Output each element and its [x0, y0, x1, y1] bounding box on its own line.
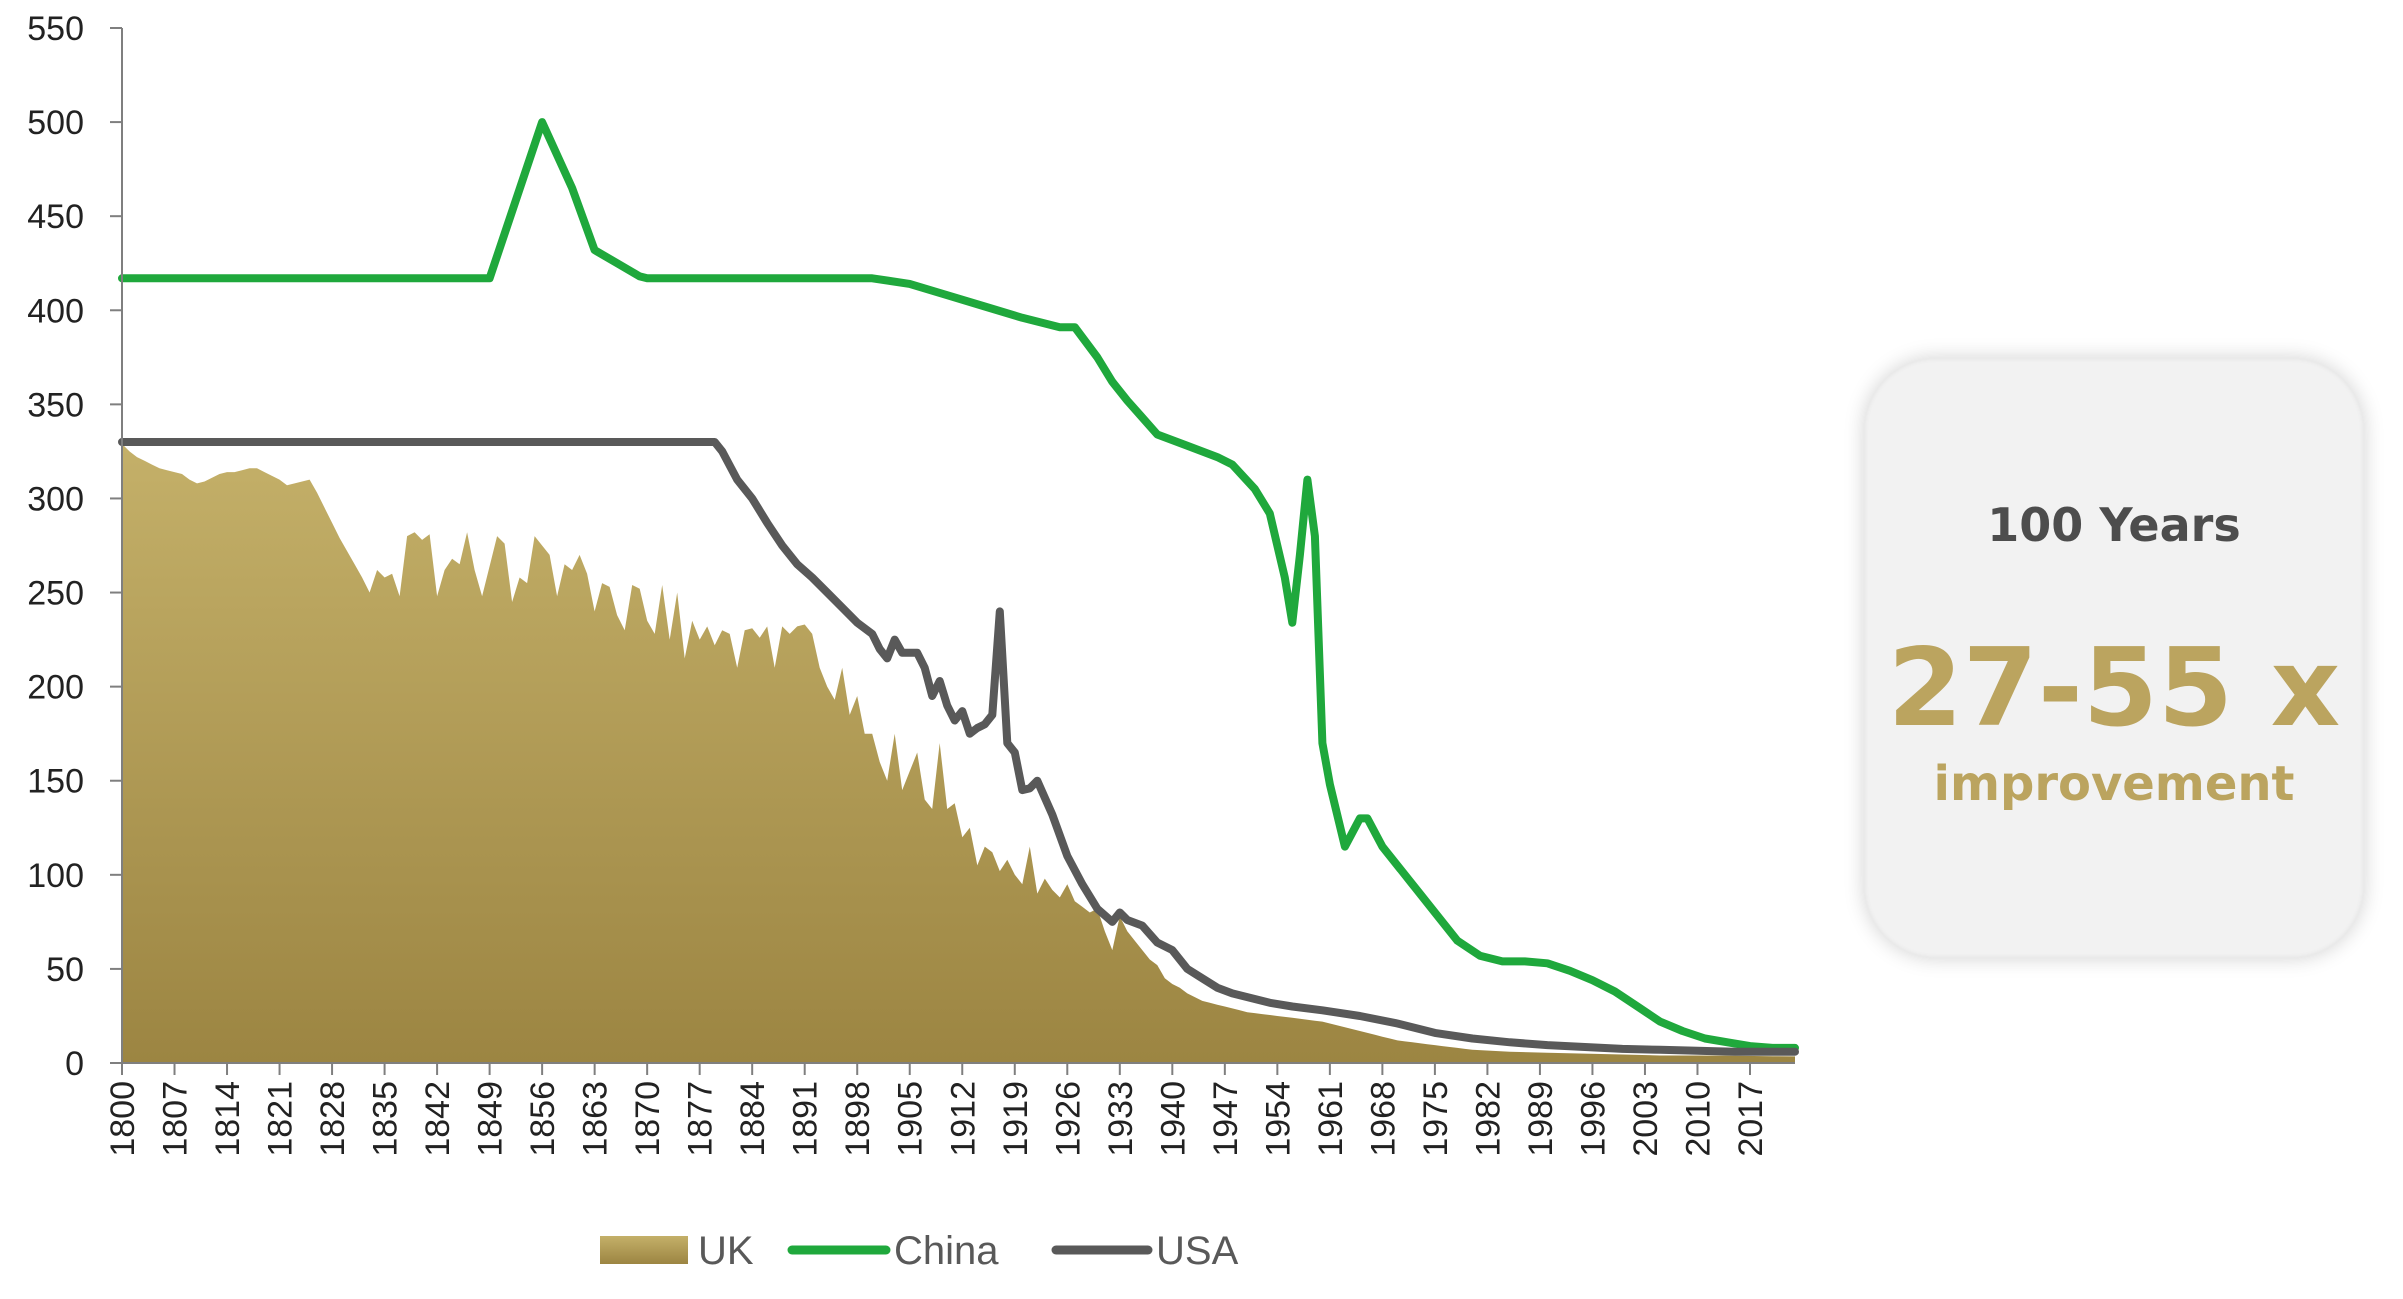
x-tick-label: 1800 [104, 1081, 142, 1157]
x-tick-label: 1842 [419, 1081, 457, 1157]
y-tick-label: 0 [65, 1045, 84, 1083]
x-tick-label: 2017 [1732, 1081, 1770, 1157]
y-tick-label: 350 [27, 386, 84, 424]
x-tick-label: 1982 [1469, 1081, 1507, 1157]
x-tick-label: 1968 [1364, 1081, 1402, 1157]
x-tick-label: 1856 [524, 1081, 562, 1157]
series-area-uk [122, 443, 1795, 1063]
y-tick-label: 200 [27, 669, 84, 707]
x-tick-label: 1835 [367, 1081, 405, 1157]
x-tick-label: 1828 [314, 1081, 352, 1157]
x-tick-label: 1870 [629, 1081, 667, 1157]
x-tick-label: 1926 [1049, 1081, 1087, 1157]
x-tick-label: 1940 [1154, 1081, 1192, 1157]
x-tick-label: 2010 [1679, 1081, 1717, 1157]
x-tick-label: 1996 [1574, 1081, 1612, 1157]
x-tick-label: 1919 [997, 1081, 1035, 1157]
x-tick-label: 1954 [1259, 1081, 1297, 1157]
y-tick-label: 300 [27, 480, 84, 518]
y-tick-label: 500 [27, 104, 84, 142]
x-tick-label: 2003 [1627, 1081, 1665, 1157]
x-tick-label: 1807 [157, 1081, 195, 1157]
legend-swatch-uk [600, 1236, 688, 1264]
x-tick-label: 1849 [472, 1081, 510, 1157]
x-tick-label: 1877 [682, 1081, 720, 1157]
callout-years: 100 Years [1987, 498, 2241, 552]
y-tick-label: 250 [27, 575, 84, 613]
x-tick-label: 1898 [839, 1081, 877, 1157]
y-axis-ticks: 0 50 100 150 200 250 300 350 400 450 500 550 [27, 10, 122, 1083]
y-tick-label: 400 [27, 292, 84, 330]
x-tick-label: 1933 [1102, 1081, 1140, 1157]
y-tick-label: 50 [46, 951, 84, 989]
callout-word: improvement [1933, 756, 2295, 812]
x-tick-label: 1905 [892, 1081, 930, 1157]
improvement-callout: 100 Years 27-55 x improvement [1864, 358, 2364, 958]
x-tick-label: 1947 [1207, 1081, 1245, 1157]
y-tick-label: 550 [27, 10, 84, 48]
x-tick-label: 1884 [734, 1081, 772, 1157]
x-tick-label: 1912 [944, 1081, 982, 1157]
legend-label-usa: USA [1156, 1229, 1239, 1273]
x-tick-label: 1863 [577, 1081, 615, 1157]
x-tick-label: 1989 [1522, 1081, 1560, 1157]
y-tick-label: 450 [27, 198, 84, 236]
x-tick-label: 1975 [1417, 1081, 1455, 1157]
legend-label-uk: UK [698, 1229, 754, 1273]
legend-label-china: China [894, 1229, 999, 1273]
legend: UK China USA [600, 1229, 1239, 1273]
series-line-china [118, 118, 1799, 1052]
x-tick-label: 1891 [787, 1081, 825, 1157]
y-tick-label: 150 [27, 763, 84, 801]
callout-factor: 27-55 x [1887, 626, 2341, 751]
plot-area [118, 28, 1799, 1064]
x-tick-label: 1961 [1312, 1081, 1350, 1157]
x-tick-label: 1814 [209, 1081, 247, 1157]
y-tick-label: 100 [27, 857, 84, 895]
series-line-usa [118, 438, 1799, 1056]
x-axis-ticks: 1800 1807 1814 1821 1828 1835 1842 1849 1856 1863… [104, 1063, 1770, 1157]
x-tick-label: 1821 [262, 1081, 300, 1157]
